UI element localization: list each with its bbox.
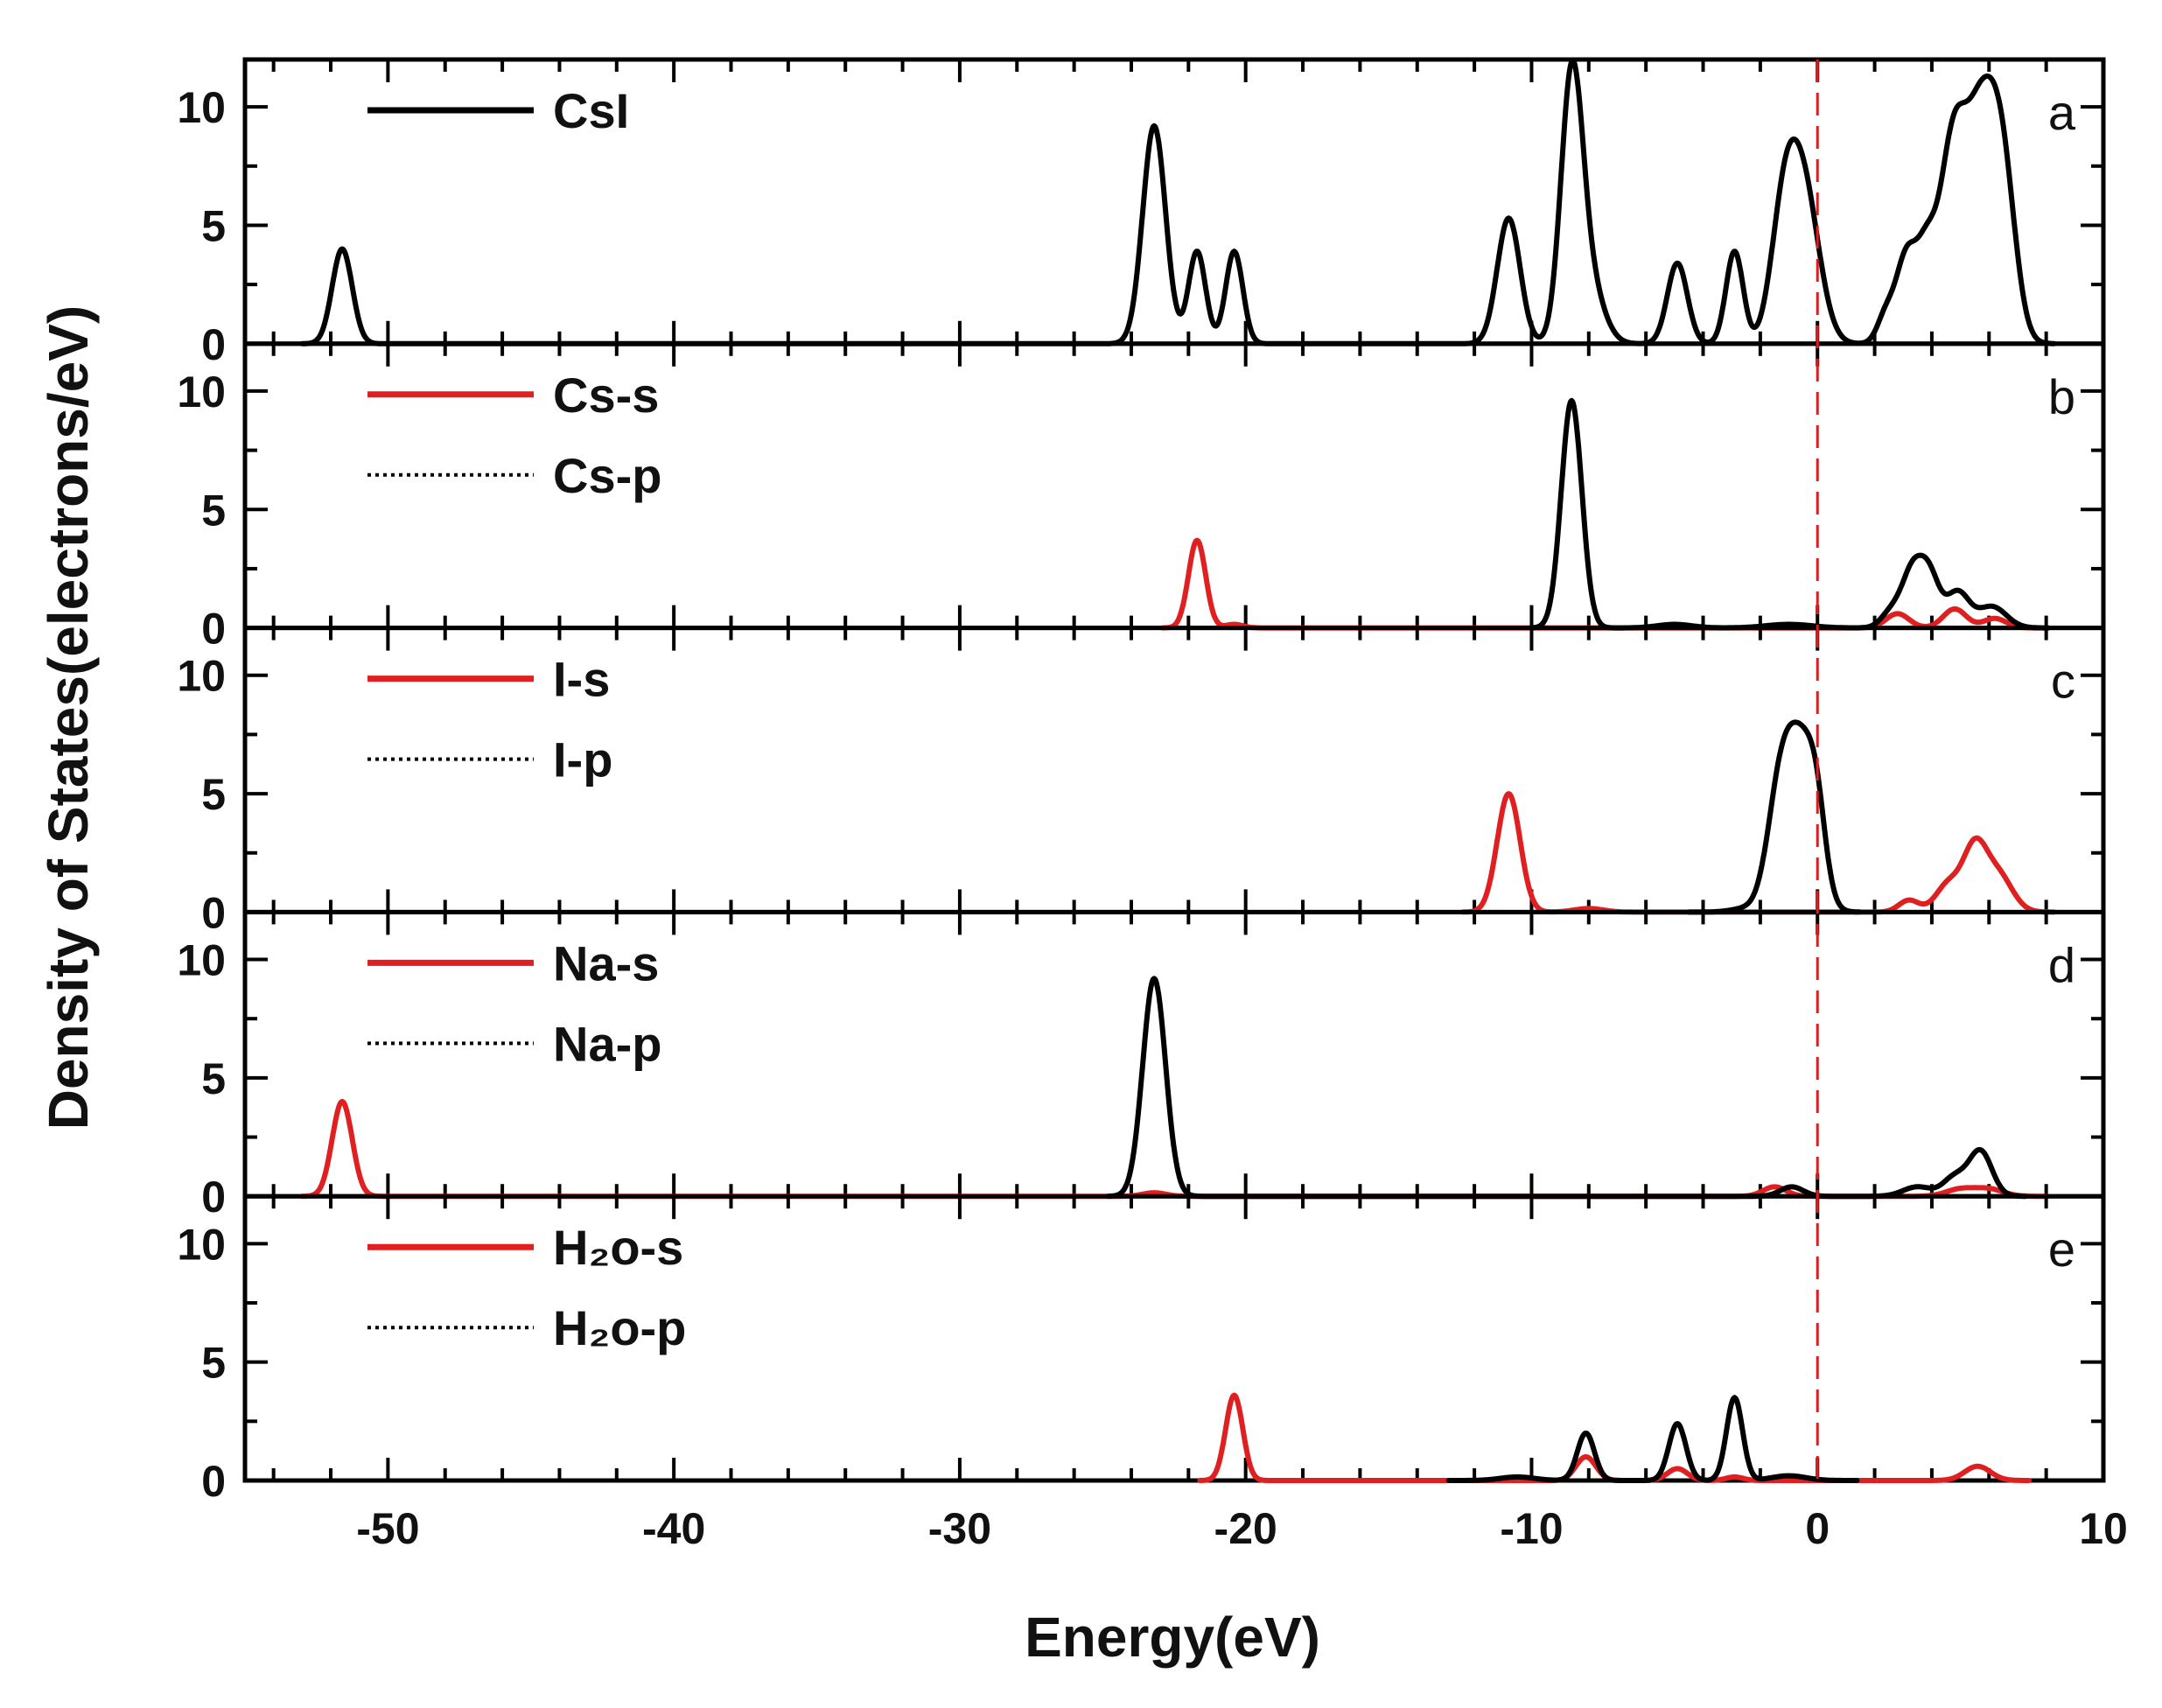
panel-letter: e xyxy=(2048,1222,2075,1277)
panel-frame xyxy=(242,1194,2106,1483)
x-tick-label: -30 xyxy=(928,1504,991,1553)
y-tick-label: 10 xyxy=(177,652,226,701)
y-tick-label: 0 xyxy=(201,605,226,654)
x-tick-label: 0 xyxy=(1805,1504,1830,1553)
legend-label: Na-p xyxy=(553,1016,661,1071)
x-tick-label: 10 xyxy=(2079,1504,2128,1553)
y-tick-label: 0 xyxy=(201,1172,226,1222)
panel-letter: d xyxy=(2048,937,2075,992)
panel-letter: b xyxy=(2048,369,2075,424)
y-tick-label: 10 xyxy=(177,1220,226,1269)
y-tick-label: 5 xyxy=(201,486,226,535)
y-tick-label: 0 xyxy=(201,320,226,369)
legend-label: Cs-s xyxy=(553,368,659,423)
panel-letter: a xyxy=(2048,85,2076,140)
y-tick-label: 5 xyxy=(201,201,226,250)
x-tick-label: -20 xyxy=(1214,1504,1277,1553)
y-tick-label: 0 xyxy=(201,888,226,937)
series-line xyxy=(1445,1395,1860,1483)
panel-letter: c xyxy=(2051,654,2075,709)
x-axis-title: Energy(eV) xyxy=(1025,1606,1320,1669)
legend-label: Cs-p xyxy=(553,448,661,503)
panel-e: 0 5 10 H₂o-s H₂o-p e xyxy=(177,1194,2106,1506)
legend-label: H₂o-s xyxy=(553,1220,683,1275)
x-tick-label: -40 xyxy=(642,1504,705,1553)
legend-label: H₂o-p xyxy=(553,1300,686,1355)
y-tick-label: 5 xyxy=(201,1054,226,1103)
y-tick-label: 5 xyxy=(201,770,226,819)
y-tick-label: 0 xyxy=(201,1457,226,1506)
y-tick-label: 10 xyxy=(177,936,226,985)
y-axis-title: Density of States(electrons/eV) xyxy=(37,305,100,1130)
y-tick-label: 5 xyxy=(201,1339,226,1388)
legend-label: I-s xyxy=(553,652,610,707)
legend-label: CsI xyxy=(553,83,629,138)
y-tick-label: 10 xyxy=(177,83,226,132)
plot-layer: 0 5 10 CsI a 0 5 10 Cs-s Cs-p b 0 5 10 I-s I-p c 0 5 10 Na-s… xyxy=(177,57,2128,1553)
x-tick-label: -10 xyxy=(1500,1504,1563,1553)
legend-label: I-p xyxy=(553,732,612,788)
x-tick-label: -50 xyxy=(356,1504,419,1553)
y-tick-label: 10 xyxy=(177,368,226,416)
legend-label: Na-s xyxy=(553,935,659,990)
